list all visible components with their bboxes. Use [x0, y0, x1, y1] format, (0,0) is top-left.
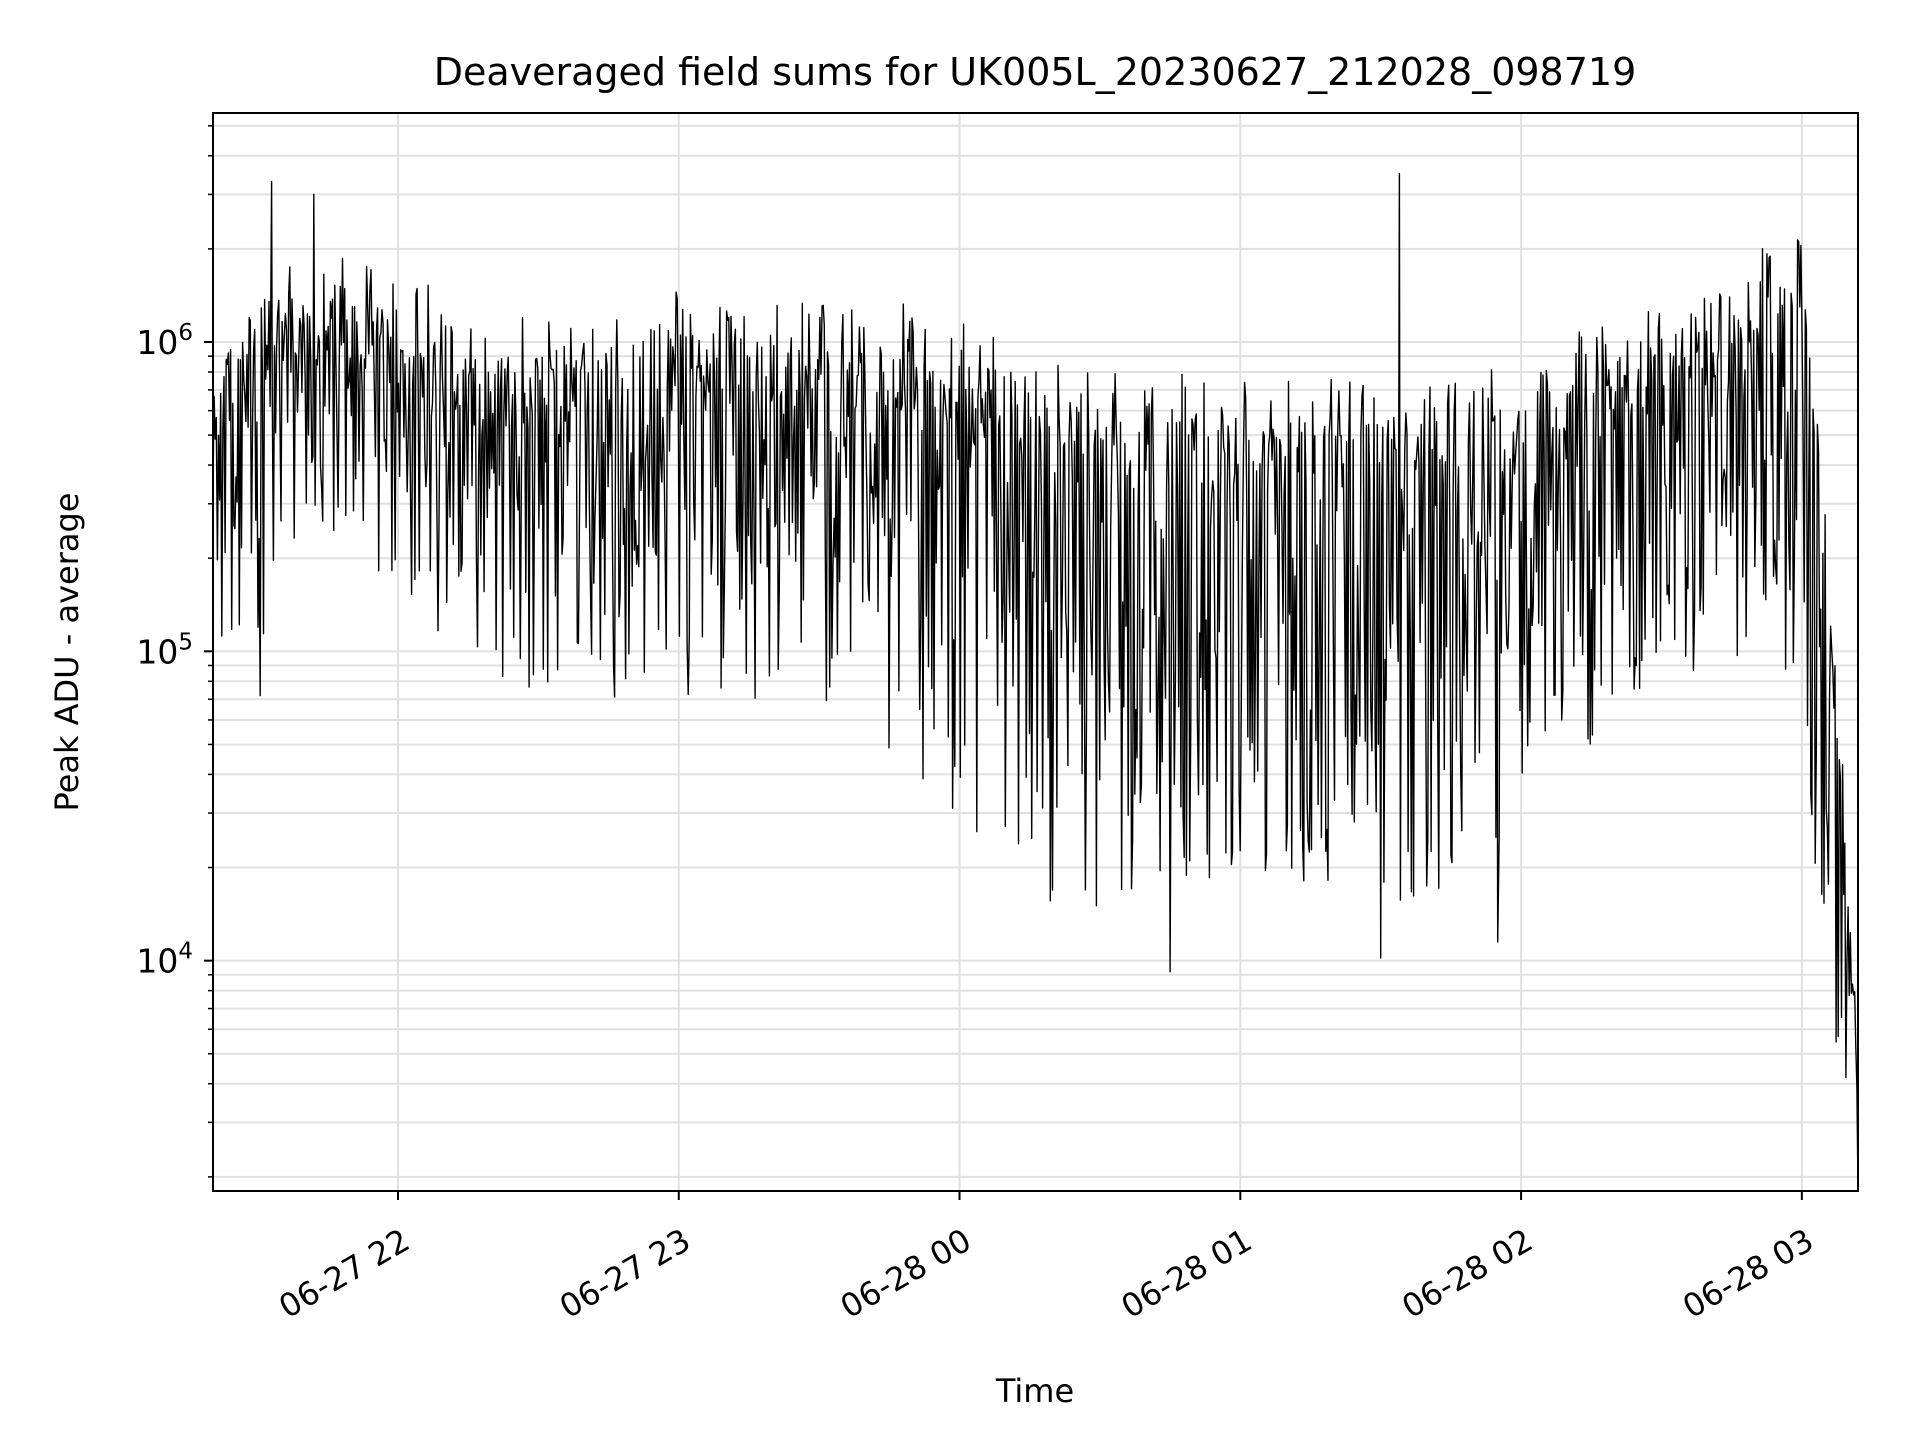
x-axis-label: Time: [995, 1372, 1074, 1410]
y-tick-label: 106: [136, 320, 193, 362]
series-line: [212, 173, 1859, 1192]
y-tick-label: 105: [136, 629, 193, 671]
y-axis-label: Peak ADU - average: [48, 493, 86, 812]
chart-title: Deaveraged field sums for UK005L_2023062…: [434, 50, 1637, 94]
y-tick-label: 104: [136, 939, 193, 981]
series-group: [212, 173, 1859, 1192]
